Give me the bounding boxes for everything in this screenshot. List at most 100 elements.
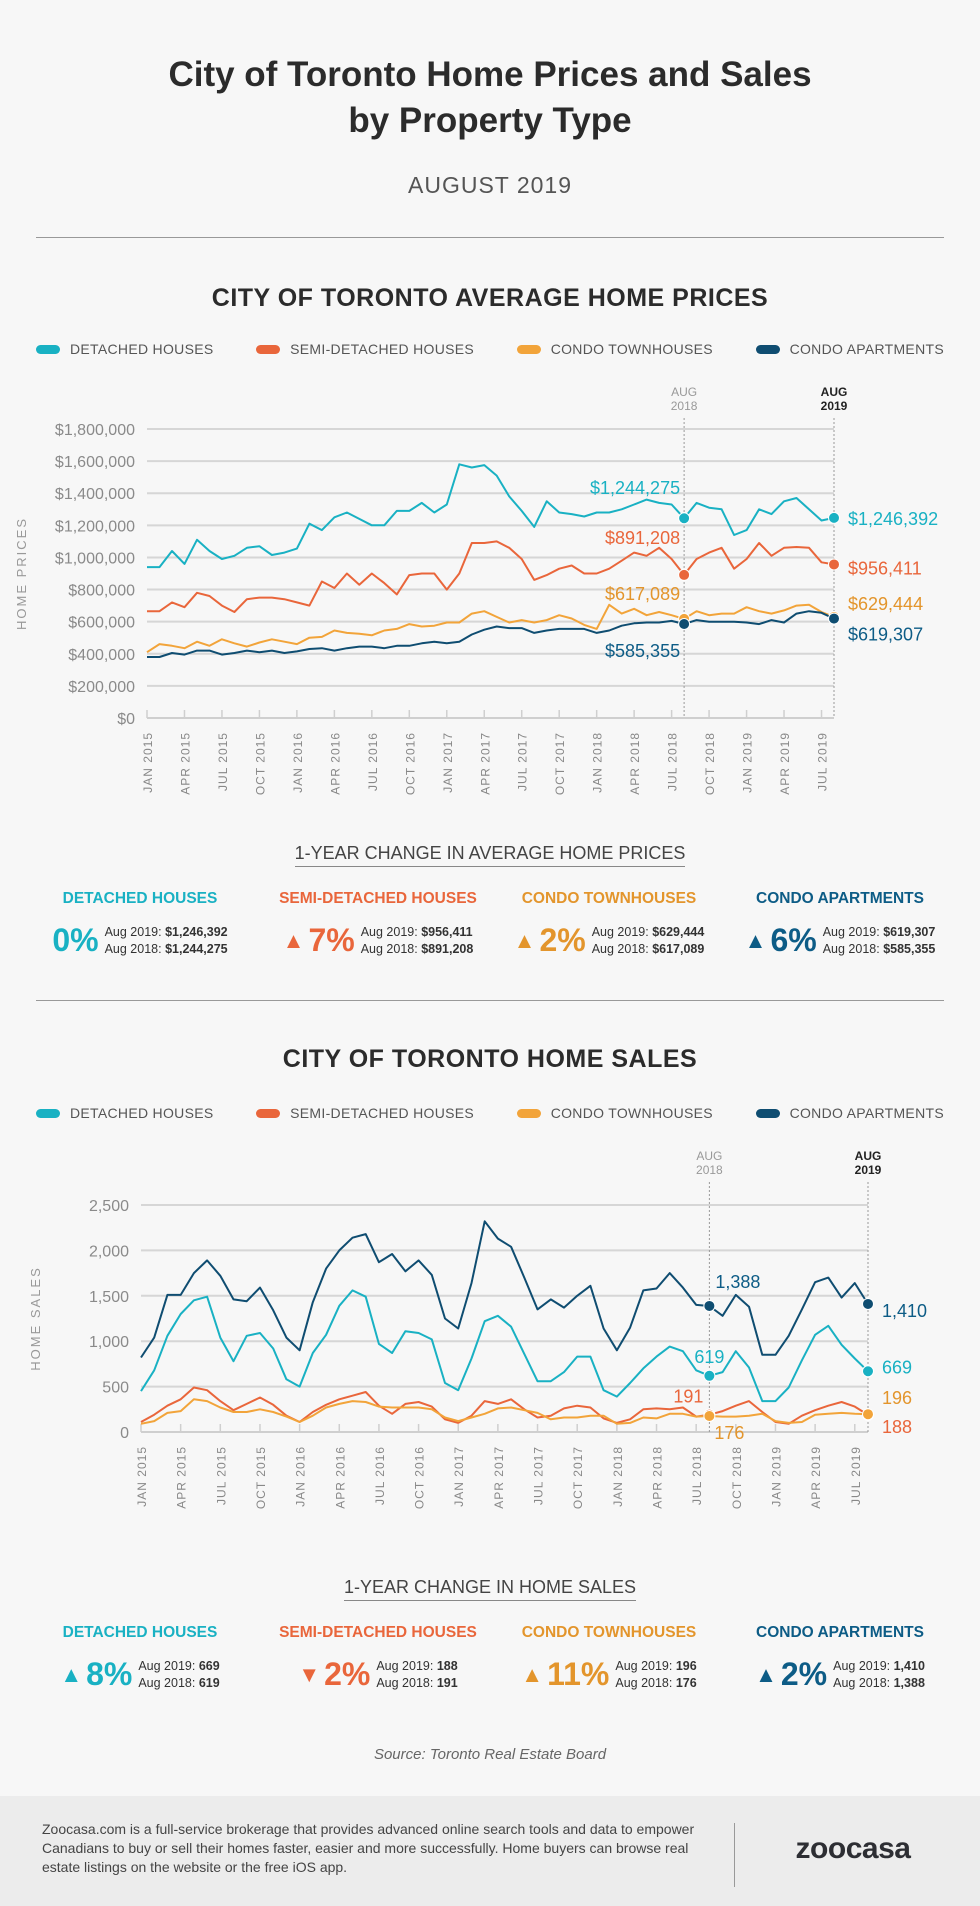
x-tick-label: APR 2015 — [175, 1446, 189, 1509]
semi-swatch-icon — [256, 344, 281, 354]
data-label-aug-2018: $1,244,275 — [590, 478, 680, 498]
y-tick-label: $1,600,000 — [55, 454, 135, 471]
change-card-title: SEMI-DETACHED HOUSES — [279, 890, 477, 907]
x-tick-label: JUL 2019 — [816, 732, 830, 791]
previous-label: Aug 2018: — [138, 1675, 196, 1690]
title-line-2: by Property Type — [348, 101, 632, 140]
change-values: Aug 2019: 196 Aug 2018: 176 — [615, 1658, 696, 1692]
legend-label: SEMI-DETACHED HOUSES — [290, 1105, 475, 1121]
legend-detached: DETACHED HOUSES — [36, 341, 213, 357]
previous-label: Aug 2018: — [360, 941, 418, 956]
current-value: 188 — [436, 1658, 458, 1673]
x-tick-label: OCT 2017 — [571, 1446, 585, 1509]
change-card: CONDO TOWNHOUSES ▲ 11% Aug 2019: 196 Aug … — [497, 1624, 721, 1693]
data-label-aug-2018: $891,208 — [605, 528, 680, 548]
legend-townhouse: CONDO TOWNHOUSES — [516, 341, 713, 357]
change-card-title: CONDO APARTMENTS — [756, 890, 924, 907]
prices-chart: $0 $200,000 $400,000 $600,000 $800,000 $1,000… — [14, 385, 938, 795]
series-line-detached — [140, 1289, 869, 1403]
current-value: 1,410 — [893, 1658, 925, 1673]
previous-value: 1,388 — [893, 1675, 925, 1690]
data-point-apartment — [703, 1299, 716, 1312]
previous-value: 191 — [436, 1675, 458, 1690]
zoocasa-logo[interactable]: zoocasa — [795, 1832, 911, 1865]
legend-label: SEMI-DETACHED HOUSES — [290, 341, 475, 357]
sales-chart: 0 500 1,000 1,500 2,000 2,500 HOME SALES JAN 20… — [28, 1149, 927, 1509]
x-tick-label: APR 2018 — [628, 732, 642, 795]
change-percent: ▲ 6% — [745, 922, 817, 959]
x-tick-label: JUL 2017 — [532, 1446, 546, 1505]
x-tick-label: JUL 2019 — [849, 1446, 863, 1505]
current-label: Aug 2019: — [833, 1658, 891, 1673]
x-tick-label: JUL 2017 — [516, 732, 530, 791]
y-tick-label: $600,000 — [68, 615, 135, 632]
change-percent-value: 7% — [308, 922, 355, 958]
detached-swatch-icon — [36, 1108, 60, 1118]
data-label-aug-2018: 191 — [673, 1387, 703, 1407]
change-values: Aug 2019: $619,307 Aug 2018: $585,355 — [823, 924, 936, 958]
period-marker-label: 2018 — [696, 1163, 723, 1177]
x-tick-label: JAN 2019 — [741, 732, 755, 793]
triangle-up-icon: ▲ — [521, 1661, 544, 1687]
change-card: DETACHED HOUSES 0% Aug 2019: $1,246,392 … — [28, 890, 252, 959]
x-tick-label: APR 2019 — [809, 1446, 823, 1509]
page-title: City of Toronto Home Prices and Sales by… — [0, 52, 980, 144]
current-label: Aug 2019: — [360, 924, 418, 939]
current-value: $629,444 — [652, 924, 705, 939]
x-tick-label: JAN 2018 — [611, 1446, 625, 1507]
data-point-apartment — [678, 618, 691, 631]
data-label-aug-2019: $1,246,392 — [848, 509, 938, 529]
x-tick-label: JAN 2017 — [452, 1446, 466, 1507]
x-tick-label: OCT 2017 — [553, 732, 567, 795]
change-values: Aug 2019: $956,411 Aug 2018: $891,208 — [361, 924, 474, 958]
data-point-townhouse — [703, 1410, 716, 1423]
legend-apartment: CONDO APARTMENTS — [755, 341, 944, 357]
change-card-title: DETACHED HOUSES — [62, 890, 218, 907]
x-tick-label: JUL 2015 — [214, 1446, 228, 1505]
x-tick-label: OCT 2015 — [253, 732, 267, 795]
x-tick-label: JUL 2016 — [366, 732, 380, 791]
change-percent: ▼ 2% — [298, 1656, 370, 1693]
data-label-aug-2019: 669 — [882, 1357, 912, 1377]
x-tick-label: JUL 2015 — [216, 732, 230, 791]
x-tick-label: JAN 2019 — [769, 1446, 783, 1507]
legend-label: CONDO APARTMENTS — [789, 341, 944, 357]
y-tick-label: $1,400,000 — [55, 486, 135, 503]
change-percent-value: 2% — [539, 922, 586, 958]
previous-value: 619 — [198, 1675, 220, 1690]
change-percent: ▲ 11% — [521, 1656, 609, 1693]
change-card: CONDO TOWNHOUSES ▲ 2% Aug 2019: $629,444 … — [497, 890, 721, 959]
townhouse-swatch-icon — [516, 1108, 541, 1118]
data-point-apartment — [828, 612, 840, 625]
sales-section-title: CITY OF TORONTO HOME SALES — [282, 1045, 698, 1073]
previous-value: 176 — [675, 1675, 697, 1690]
data-label-aug-2019: $956,411 — [848, 558, 922, 578]
data-point-detached — [862, 1365, 874, 1378]
current-label: Aug 2019: — [591, 924, 649, 939]
current-label: Aug 2019: — [104, 924, 162, 939]
data-label-aug-2018: 1,388 — [715, 1272, 760, 1292]
current-label: Aug 2019: — [376, 1658, 434, 1673]
y-tick-label: $800,000 — [68, 583, 135, 600]
y-tick-label: 0 — [120, 1425, 129, 1442]
period-marker-label: AUG — [671, 385, 697, 399]
change-card: SEMI-DETACHED HOUSES ▼ 2% Aug 2019: 188 A… — [266, 1624, 490, 1693]
y-tick-label: $1,800,000 — [55, 422, 135, 439]
triangle-up-icon: ▲ — [282, 927, 305, 953]
y-tick-label: $200,000 — [68, 679, 135, 696]
legend-label: CONDO TOWNHOUSES — [550, 1105, 713, 1121]
townhouse-swatch-icon — [516, 344, 541, 354]
prices-change-title: 1-YEAR CHANGE IN AVERAGE HOME PRICES — [0, 843, 980, 867]
change-values: Aug 2019: 1,410 Aug 2018: 1,388 — [833, 1658, 925, 1692]
legend-detached: DETACHED HOUSES — [36, 1105, 213, 1121]
detached-swatch-icon — [36, 344, 60, 354]
change-percent-value: 6% — [770, 922, 817, 958]
y-tick-label: 1,500 — [89, 1289, 129, 1306]
x-tick-label: JAN 2016 — [291, 732, 305, 793]
divider — [36, 1000, 944, 1001]
footer-text: Zoocasa.com is a full-service brokerage … — [42, 1821, 695, 1875]
previous-value: $891,208 — [421, 941, 474, 956]
legend-label: DETACHED HOUSES — [70, 341, 214, 357]
prices-change-title-text: 1-YEAR CHANGE IN AVERAGE HOME PRICES — [294, 843, 686, 867]
change-card-title: CONDO TOWNHOUSES — [521, 890, 697, 907]
